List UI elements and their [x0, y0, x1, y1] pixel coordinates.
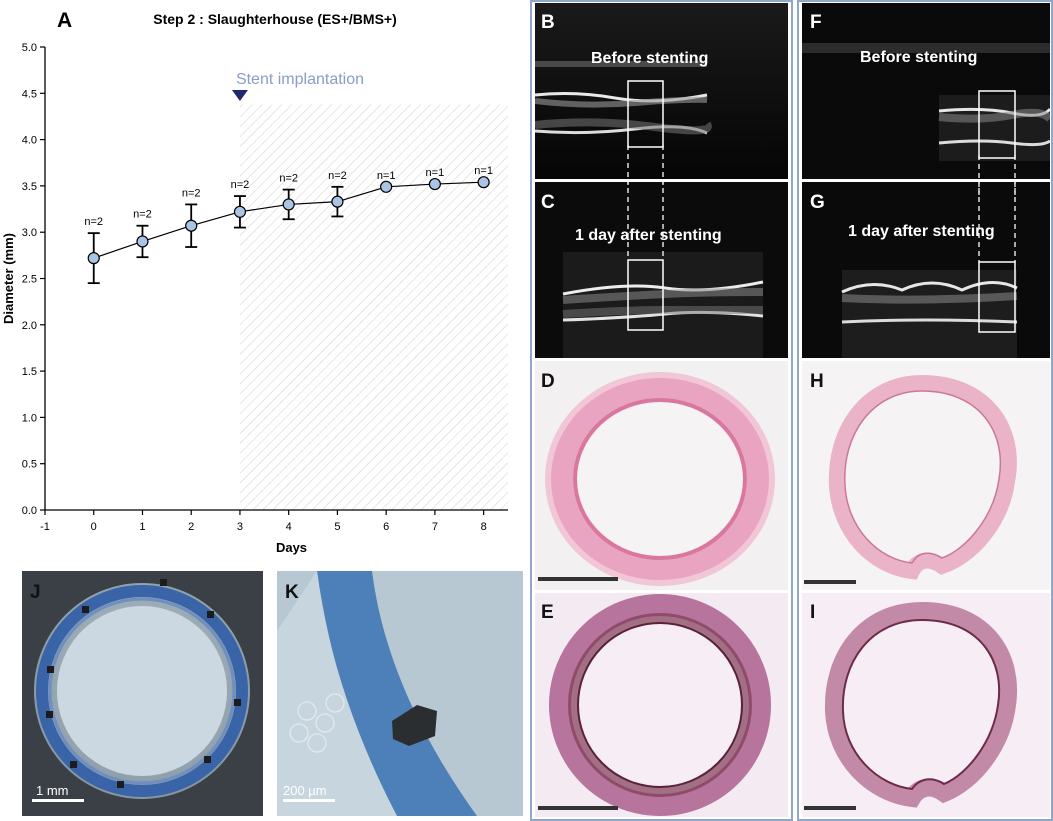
y-tick-label: 4.5 [22, 88, 37, 100]
scalebar-e [538, 806, 618, 810]
n-label: n=2 [328, 170, 347, 182]
x-tick-label: -1 [40, 521, 50, 533]
ultrasound-c: 1 day after stenting [535, 182, 788, 358]
histology-i [802, 593, 1050, 817]
x-tick-label: 5 [334, 521, 340, 533]
y-tick-label: 2.5 [22, 274, 37, 286]
y-tick-label: 4.0 [22, 135, 37, 147]
n-label: n=2 [182, 187, 201, 199]
ultrasound-g: 1 day after stenting [802, 182, 1050, 358]
ultrasound-b: Before stenting [535, 3, 788, 179]
y-tick-label: 3.5 [22, 181, 37, 193]
y-tick-label: 1.5 [22, 366, 37, 378]
data-point [428, 177, 441, 191]
x-tick-label: 1 [139, 521, 145, 533]
x-tick-label: 4 [286, 521, 292, 533]
before-stenting-label-b: Before stenting [591, 50, 709, 67]
stent-implantation-annotation: Stent implantation [236, 71, 364, 88]
x-tick-label: 2 [188, 521, 194, 533]
y-tick-label: 1.0 [22, 412, 37, 424]
x-tick-label: 6 [383, 521, 389, 533]
data-point [331, 195, 344, 208]
x-axis-ticks: -1 0 1 2 3 4 5 6 7 8 [40, 510, 487, 533]
panel-group-bcde [530, 0, 793, 821]
panel-label-c: C [541, 192, 555, 213]
y-tick-label: 3.0 [22, 227, 37, 239]
photo-j: 1 mm [22, 571, 263, 816]
stent-implantation-marker [231, 90, 248, 101]
panel-label-b: B [541, 12, 555, 33]
panel-label-d: D [541, 371, 555, 392]
x-axis-label: Days [276, 540, 307, 555]
scalebar-d [538, 577, 618, 581]
panel-group-fghi [797, 0, 1053, 821]
panel-label-h: H [810, 371, 824, 392]
n-label: n=2 [231, 179, 250, 191]
after-stenting-label-c: 1 day after stenting [575, 227, 722, 244]
panel-label-e: E [541, 602, 554, 623]
panel-label-j: J [30, 582, 41, 603]
scalebar-i [804, 806, 856, 810]
ultrasound-f: Before stenting [802, 3, 1050, 179]
data-point [380, 180, 393, 193]
n-label: n=2 [84, 216, 103, 228]
data-point [233, 205, 247, 218]
after-stenting-label-g: 1 day after stenting [848, 223, 995, 240]
photo-k: 200 µm [277, 571, 523, 816]
scalebar-j-label: 1 mm [36, 783, 69, 798]
y-tick-label: 5.0 [22, 42, 37, 54]
x-tick-label: 8 [481, 521, 487, 533]
scalebar-j [32, 799, 84, 802]
data-point [477, 176, 490, 189]
diameter-chart: 0.0 0.5 1.0 1.5 2.0 2.5 3.0 3.5 4.0 4.5 5.0 -1 0 1 2 3… [1, 11, 508, 555]
n-label: n=1 [377, 170, 396, 182]
panel-label-f: F [810, 12, 822, 33]
data-point [185, 219, 198, 232]
data-point [136, 235, 149, 248]
scalebar-k-label: 200 µm [283, 783, 327, 798]
y-axis-label: Diameter (mm) [1, 233, 16, 324]
y-tick-label: 0.5 [22, 459, 37, 471]
y-tick-label: 0.0 [22, 505, 37, 517]
series-diameter: n=2 n=2 n=2 n=2 n=2 n=2 n=1 n=1 n=1 [84, 165, 493, 285]
n-label: n=1 [426, 167, 445, 179]
scalebar-h [804, 580, 856, 584]
histology-e [535, 593, 788, 817]
n-label: n=1 [474, 165, 493, 177]
x-tick-label: 3 [237, 521, 243, 533]
x-tick-label: 7 [432, 521, 438, 533]
data-point [282, 198, 295, 211]
panel-label-k: K [285, 582, 299, 603]
histology-h [802, 361, 1050, 590]
post-stent-shaded-region [239, 104, 508, 511]
y-tick-label: 2.0 [22, 320, 37, 332]
data-point [87, 252, 100, 265]
x-tick-label: 0 [91, 521, 97, 533]
chart-title: Step 2 : Slaughterhouse (ES+/BMS+) [153, 11, 397, 27]
panel-label-i: I [810, 602, 816, 623]
before-stenting-label-f: Before stenting [860, 49, 978, 66]
y-axis-ticks: 0.0 0.5 1.0 1.5 2.0 2.5 3.0 3.5 4.0 4.5 5.0 [22, 42, 45, 517]
scalebar-k [283, 799, 335, 802]
n-label: n=2 [133, 209, 152, 221]
panel-label-a: A [57, 9, 73, 32]
panel-label-g: G [810, 192, 825, 213]
n-label: n=2 [279, 173, 298, 185]
histology-d [535, 361, 788, 590]
